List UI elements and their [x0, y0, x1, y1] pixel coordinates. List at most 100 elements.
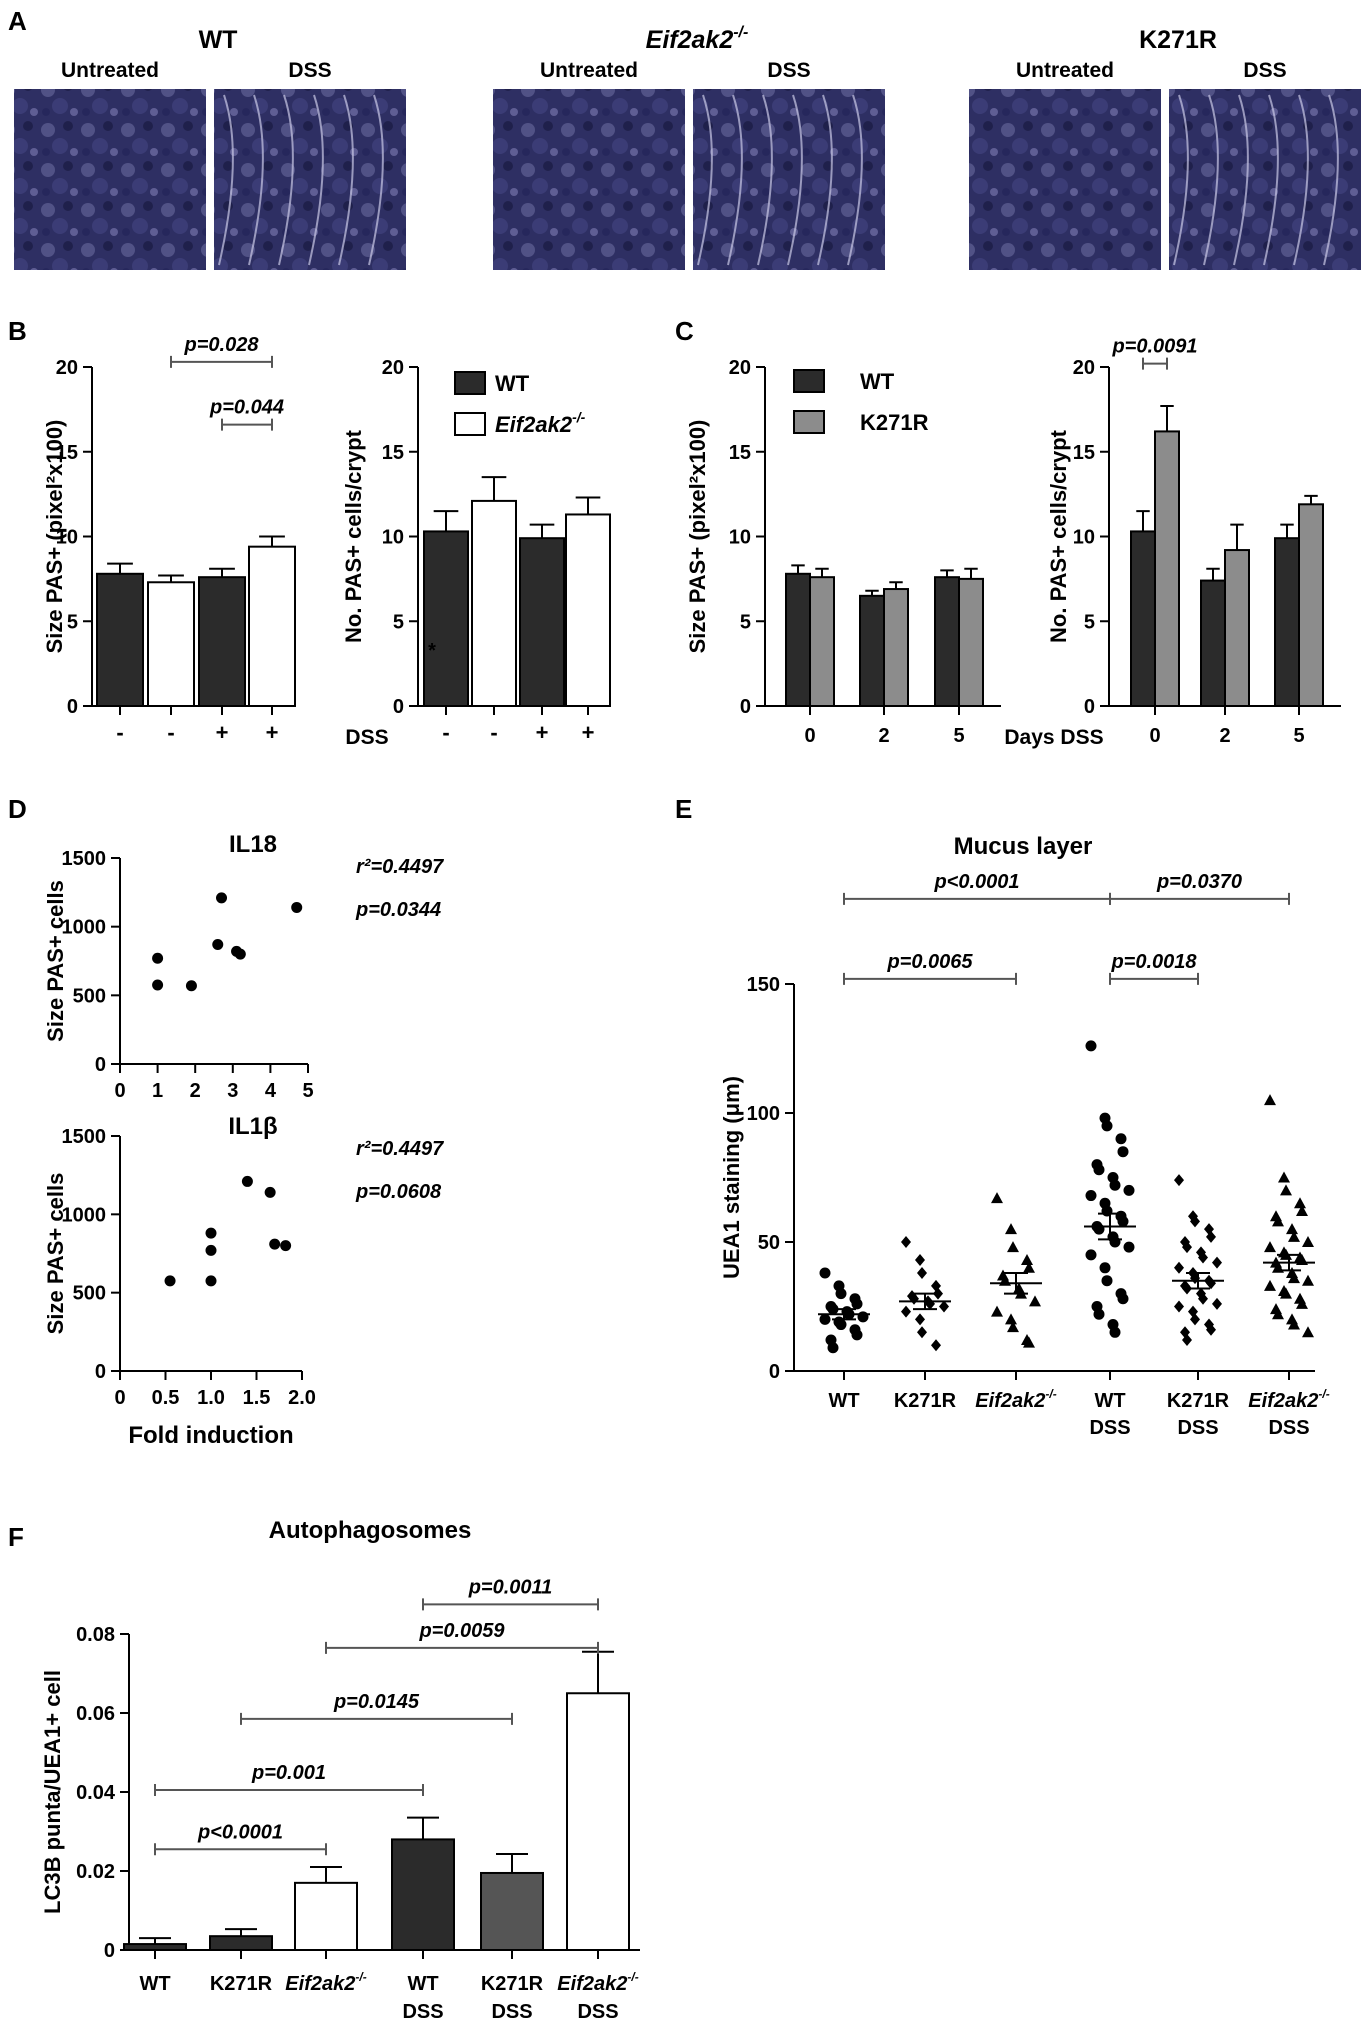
chart-F-category-0: WT: [139, 1973, 170, 1995]
chart-C2-ylabel: No. PAS+ cells/crypt: [1046, 429, 1071, 643]
histology-streak: [847, 94, 863, 266]
histology-image-1-1: [693, 89, 885, 270]
histology-streak: [817, 94, 833, 266]
chart-E-point: [1280, 1184, 1292, 1196]
chart-E-point: [901, 1236, 911, 1248]
chart-B1-x-tick-label: -: [116, 720, 123, 745]
chart-E-category-4: K271R: [1167, 1390, 1230, 1412]
chart-E-point: [1029, 1295, 1041, 1307]
chart-C1-bar: [934, 576, 960, 707]
chart-B1-y-tick-label: 0: [67, 696, 78, 718]
chart-E-point: [1288, 1318, 1300, 1330]
chart-C2-y-tick-label: 5: [1084, 611, 1095, 633]
chart-E-point: [1264, 1241, 1276, 1253]
histology-image-2-1: [1169, 89, 1361, 270]
chart-E-point: [1182, 1241, 1192, 1254]
chart-F-category-3-main: WT: [407, 1973, 438, 1995]
chart-F-y-tick-label: 0.02: [76, 1861, 115, 1883]
chart-E-category-5-line2: DSS: [1268, 1417, 1309, 1439]
group-title-2-main: K271R: [1139, 26, 1217, 54]
chart-C1-error-bar: [865, 589, 879, 596]
chart-D1-stat-r2: r²=0.4497: [356, 856, 444, 878]
chart-C2-y-tick-label: 15: [1073, 442, 1095, 464]
chart-B2-y-tick-label: 20: [382, 357, 404, 379]
chart-E-annotation-1-bracket: [1109, 892, 1290, 905]
chart-D2-xlabel: Fold induction: [128, 1422, 293, 1449]
chart-C2-error-bar: [1136, 510, 1150, 532]
histology-streak: [368, 94, 384, 266]
chart-E-point: [1198, 1251, 1208, 1264]
chart-B1-y-tick-label: 5: [67, 611, 78, 633]
chart-E-ylabel: UEA1 staining (μm): [719, 1076, 744, 1279]
chart-E-point: [901, 1305, 911, 1318]
chart-F-annotation-2-p-value: p=0.0145: [333, 1691, 420, 1713]
chart-E-point: [1206, 1230, 1216, 1243]
chart-C2-bar: [1130, 530, 1156, 707]
histology-streak: [248, 94, 264, 266]
chart-D2-point: [205, 1244, 217, 1256]
chart-E-sem-bar: [1186, 1271, 1210, 1290]
chart-F-annotation-3-p-value: p=0.001: [251, 1762, 326, 1784]
legend-swatch: [793, 410, 825, 434]
histology-label-0-0: Untreated: [61, 59, 159, 82]
histology-label-2-1: DSS: [1243, 59, 1286, 82]
chart-C1-x-tick-label: 2: [878, 725, 889, 747]
chart-E-point: [1007, 1241, 1019, 1253]
chart-D2-ylabel: Size PAS+ cells: [43, 1173, 68, 1335]
chart-E-point: [1288, 1272, 1300, 1284]
chart-D1-point: [212, 939, 224, 951]
chart-E-annotation-3-bracket: [1109, 972, 1199, 985]
chart-C2-y-tick-label: 20: [1073, 357, 1095, 379]
chart-E-category-5: Eif2ak2-/-: [1248, 1387, 1329, 1412]
chart-E-point: [1174, 1174, 1184, 1187]
chart-B1-annotation-1-bracket: [221, 418, 273, 431]
histology-label-1-1: DSS: [767, 59, 810, 82]
group-title-1: Eif2ak2-/-: [646, 24, 749, 54]
group-title-0-main: WT: [199, 26, 238, 54]
chart-C2-x-tick-label: 2: [1219, 725, 1230, 747]
chart-D2-title: IL1β: [228, 1113, 277, 1140]
chart-F-category-4-main: K271R: [481, 1973, 544, 1995]
chart-F-ylabel: LC3B punta/UEA1+ cell: [40, 1670, 65, 1914]
chart-C2-bar: [1298, 503, 1324, 708]
chart-C1-bar: [785, 572, 811, 707]
chart-E-point: [1117, 1215, 1129, 1227]
chart-E-point: [1123, 1241, 1135, 1253]
chart-F-annotation-3-bracket: [154, 1784, 424, 1797]
chart-E-sem-bar: [832, 1308, 856, 1321]
chart-D1-y-tick-label: 0: [95, 1054, 106, 1076]
chart-B1-error-bar: [209, 567, 235, 578]
chart-D1-x-tick-label: 5: [302, 1080, 313, 1102]
chart-B2-error-bar: [575, 496, 601, 515]
chart-B2-y-tick-label: 10: [382, 527, 404, 549]
chart-E-category-2-sup: -/-: [1045, 1387, 1056, 1401]
chart-D1-y-tick-label: 500: [73, 985, 106, 1007]
chart-B2-bar: [471, 499, 517, 707]
chart-E-point: [991, 1305, 1003, 1317]
chart-E-point: [1093, 1223, 1105, 1235]
chart-E-sem-bar: [1098, 1212, 1122, 1241]
chart-E-point: [1190, 1313, 1200, 1326]
chart-E-point: [1264, 1279, 1276, 1291]
chart-C2-bar: [1154, 430, 1180, 707]
chart-F-error-bar: [225, 1928, 257, 1937]
chart-C2-x-tick-label: 5: [1293, 725, 1304, 747]
chart-E-point: [1023, 1261, 1035, 1273]
panel-letter-d: D: [8, 794, 27, 824]
chart-B1-annotation-1-p-value: p=0.044: [209, 397, 284, 419]
chart-E-point: [1286, 1223, 1298, 1235]
chart-C1-x-tick-label: 0: [804, 725, 815, 747]
chart-B2-bar: [565, 513, 611, 708]
group-title-1-sup: -/-: [733, 24, 748, 41]
chart-F-category-2: Eif2ak2-/-: [285, 1970, 366, 1995]
chart-E-category-2-main: Eif2ak2: [975, 1390, 1045, 1412]
chart-C2-error-bar: [1280, 523, 1294, 539]
chart-D1-point: [216, 892, 228, 904]
chart-D1-y-tick-label: 1000: [62, 917, 107, 939]
chart-D2-y-tick-label: 500: [73, 1283, 106, 1305]
chart-C2-annotation-0-bracket: [1142, 357, 1168, 370]
chart-E-point: [915, 1254, 925, 1267]
chart-D2-x-tick-label: 1.5: [243, 1387, 271, 1409]
chart-D1-x-tick-label: 0: [114, 1080, 125, 1102]
chart-F-category-2-sup: -/-: [355, 1970, 366, 1984]
